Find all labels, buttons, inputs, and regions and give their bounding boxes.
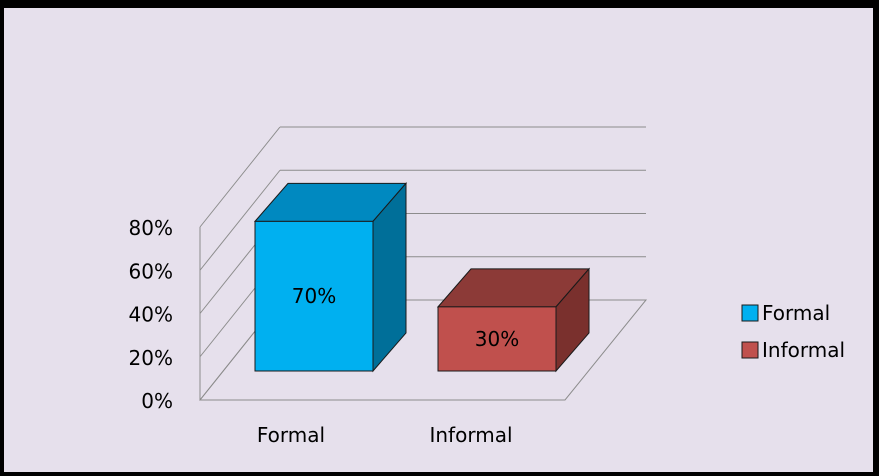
x-axis: Formal Informal — [257, 423, 513, 447]
y-tick-label: 20% — [129, 346, 173, 370]
legend-item: Informal — [741, 338, 845, 362]
data-label: 70% — [292, 284, 336, 308]
bar-front-face — [437, 306, 557, 372]
chart-bars: 70% 30% — [253, 182, 591, 373]
legend-swatch — [741, 304, 759, 322]
bar-front-face — [254, 220, 374, 372]
gridline-side — [199, 126, 281, 228]
bar-formal: 70% — [253, 182, 408, 373]
legend-swatch — [741, 341, 759, 359]
gridline-side — [199, 169, 281, 271]
x-tick-label: Formal — [257, 423, 325, 447]
x-tick-label: Informal — [429, 423, 512, 447]
y-tick-label: 80% — [129, 216, 173, 240]
legend-label: Informal — [762, 338, 845, 362]
legend-label: Formal — [762, 301, 830, 325]
y-tick-label: 60% — [129, 259, 173, 283]
data-label: 30% — [475, 327, 519, 351]
chart-floor — [198, 299, 648, 401]
chart-legend: Formal Informal — [741, 301, 845, 362]
y-tick-label: 40% — [129, 303, 173, 327]
legend-item: Formal — [741, 301, 830, 325]
y-axis: 0% 20% 40% 60% 80% — [129, 216, 173, 413]
y-tick-label: 0% — [141, 389, 173, 413]
bar-informal: 30% — [436, 267, 591, 373]
